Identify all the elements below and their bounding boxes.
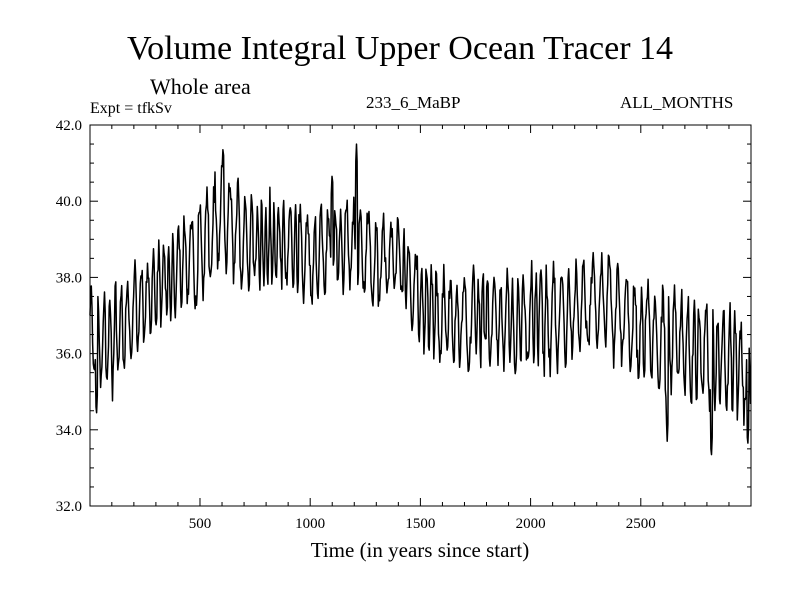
plot-area (89, 143, 752, 456)
experiment-label: Expt = tfkSv (90, 100, 172, 117)
y-tick-label: 32.0 (56, 499, 82, 515)
months-label: ALL_MONTHS (620, 93, 734, 112)
chart-title: Volume Integral Upper Ocean Tracer 14 (126, 30, 674, 67)
x-axis: 500 1000 1500 2000 2500 (111, 125, 730, 532)
x-tick-label: 1500 (405, 516, 435, 532)
y-tick-label: 34.0 (56, 423, 82, 439)
x-tick-label: 1000 (295, 516, 325, 532)
x-tick-label: 500 (189, 516, 212, 532)
x-tick-label: 2000 (516, 516, 546, 532)
y-axis: 32.0 34.0 36.0 38.0 40.0 42.0 (56, 118, 751, 515)
chart-subtitle: Whole area (150, 74, 251, 99)
y-tick-label: 42.0 (56, 118, 82, 134)
y-tick-label: 38.0 (56, 270, 82, 286)
series-line (89, 143, 752, 456)
y-tick-label: 36.0 (56, 347, 82, 363)
x-axis-label: Time (in years since start) (310, 538, 530, 562)
y-tick-label: 40.0 (56, 194, 82, 210)
x-tick-label: 2500 (626, 516, 656, 532)
run-label: 233_6_MaBP (366, 93, 461, 112)
